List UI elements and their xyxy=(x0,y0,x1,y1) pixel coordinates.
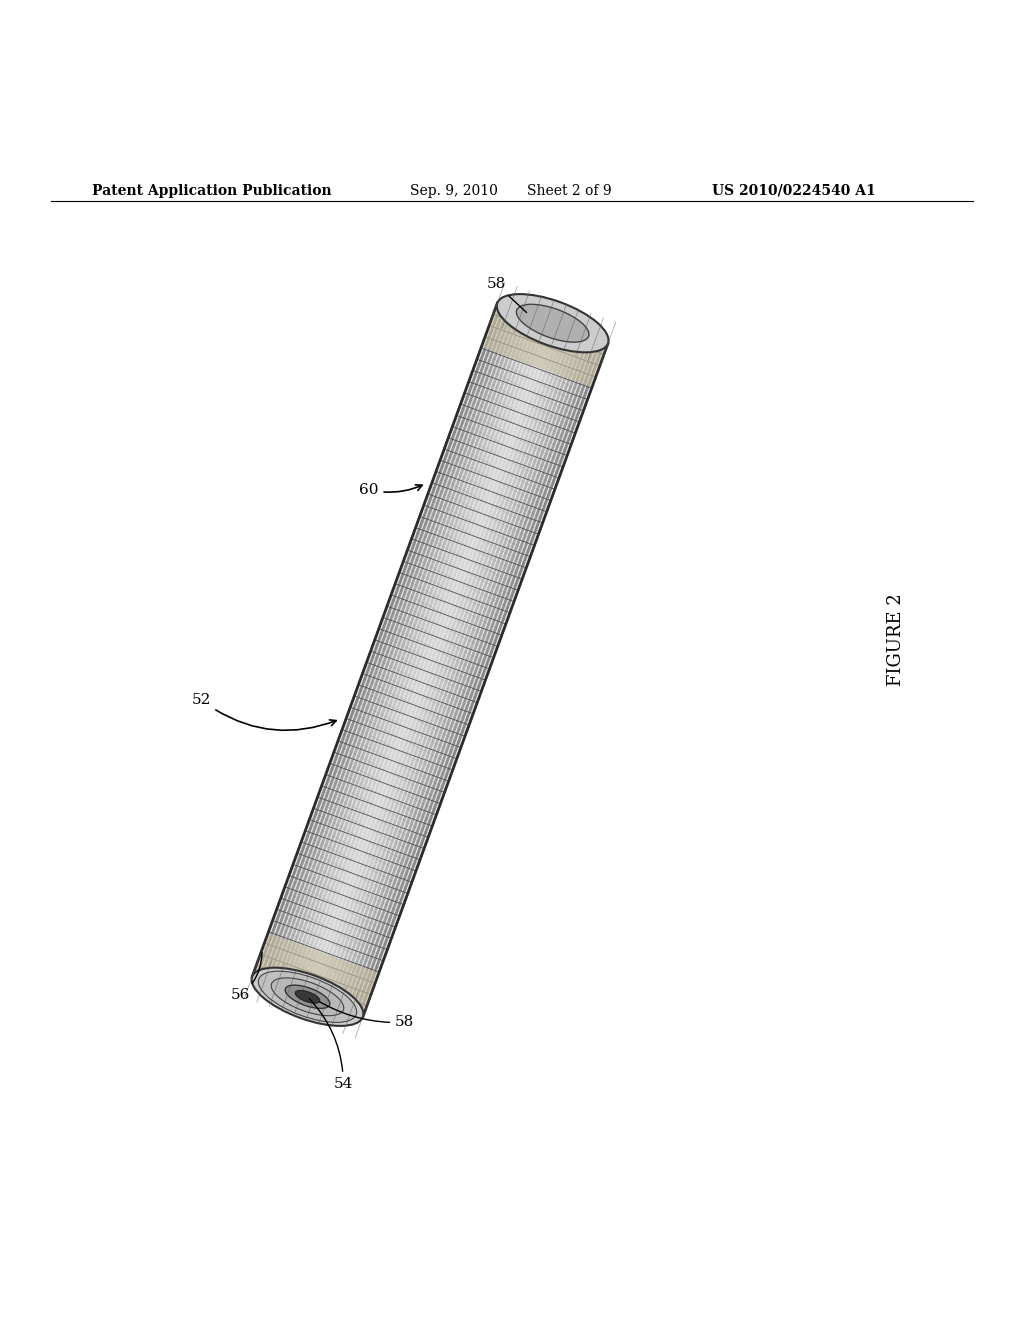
Ellipse shape xyxy=(516,305,589,342)
Text: 56: 56 xyxy=(230,953,262,1002)
Ellipse shape xyxy=(497,294,608,352)
Ellipse shape xyxy=(252,968,364,1026)
Polygon shape xyxy=(252,933,379,1016)
Text: 52: 52 xyxy=(191,693,336,730)
Text: 58: 58 xyxy=(319,1002,415,1030)
Ellipse shape xyxy=(271,978,344,1015)
Text: 60: 60 xyxy=(359,483,422,496)
Text: Sheet 2 of 9: Sheet 2 of 9 xyxy=(527,183,612,198)
Polygon shape xyxy=(481,304,608,387)
Text: Patent Application Publication: Patent Application Publication xyxy=(92,183,332,198)
Ellipse shape xyxy=(285,985,330,1008)
Text: Sep. 9, 2010: Sep. 9, 2010 xyxy=(410,183,498,198)
Text: 58: 58 xyxy=(486,277,526,313)
Text: 54: 54 xyxy=(309,999,353,1090)
Ellipse shape xyxy=(295,990,319,1003)
Text: FIGURE 2: FIGURE 2 xyxy=(887,593,905,686)
Polygon shape xyxy=(252,304,608,1016)
Text: US 2010/0224540 A1: US 2010/0224540 A1 xyxy=(712,183,876,198)
Ellipse shape xyxy=(258,972,356,1023)
